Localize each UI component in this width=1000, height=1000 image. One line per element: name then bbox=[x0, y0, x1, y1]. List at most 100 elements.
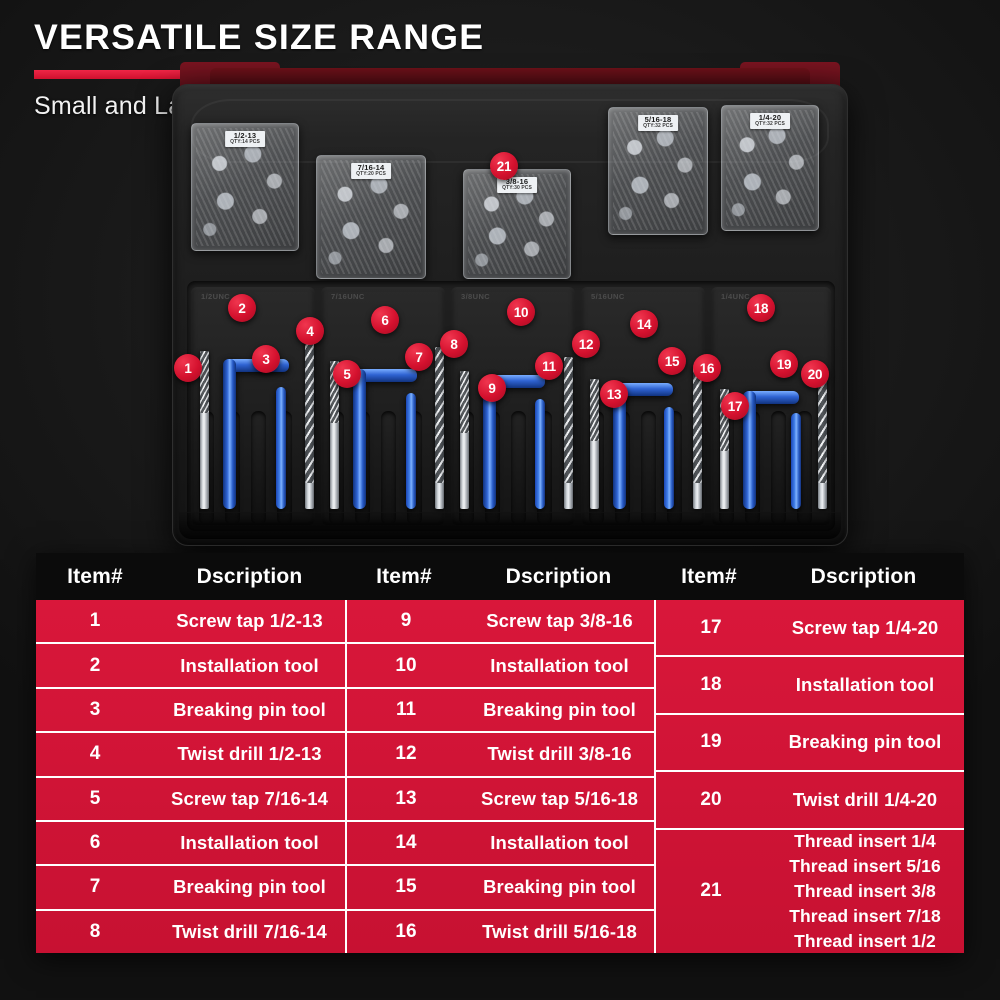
parts-list-table: Item# Dscription Item# Dscription Item# … bbox=[36, 553, 964, 953]
table-row: 7 Breaking pin tool bbox=[36, 866, 345, 911]
screw-tap-tool bbox=[590, 379, 599, 509]
table-row-merged: 21 Thread insert 1/4 Thread insert 5/16 … bbox=[656, 830, 964, 953]
table-cell-item: 1 bbox=[89, 610, 101, 632]
table-cell-item: 11 bbox=[395, 698, 417, 720]
callout-badge-13: 13 bbox=[600, 380, 628, 408]
twist-drill-tool bbox=[305, 337, 314, 509]
twist-drill-tool bbox=[818, 379, 827, 509]
installation-tool-stem bbox=[613, 383, 626, 509]
insert-box-size: 1/2-13 bbox=[233, 131, 257, 140]
callout-badge-20: 20 bbox=[801, 360, 829, 388]
table-cell-desc: Screw tap 1/4-20 bbox=[791, 616, 939, 638]
thread-inserts-icon bbox=[613, 112, 703, 230]
table-cell-desc: Breaking pin tool bbox=[173, 698, 326, 720]
table-cell-desc: Screw tap 3/8-16 bbox=[486, 610, 633, 632]
table-row: 10 Installation tool bbox=[347, 644, 654, 689]
insert-box-label: 1/4-20 QTY:32 PCS bbox=[750, 113, 790, 130]
table-cell-desc: Installation tool bbox=[490, 654, 629, 676]
table-cell-desc: Twist drill 1/2-13 bbox=[177, 743, 322, 765]
installation-tool-arm bbox=[357, 369, 417, 382]
tray-bay-label: 3/8UNC bbox=[461, 292, 491, 301]
table-cell-desc: Installation tool bbox=[180, 832, 319, 854]
table-body: 1 Screw tap 1/2-13 2 Installation tool 3… bbox=[36, 600, 964, 953]
table-cell-item: 20 bbox=[700, 788, 722, 810]
thread-insert-line: Thread insert 1/4 bbox=[794, 830, 936, 851]
insert-box-size: 7/16-14 bbox=[357, 163, 385, 172]
table-cell-desc: Breaking pin tool bbox=[483, 698, 636, 720]
tray-bay-label: 1/4UNC bbox=[721, 292, 751, 301]
table-column-c: 17 Screw tap 1/4-20 18 Installation tool… bbox=[654, 600, 964, 953]
callout-badge-8: 8 bbox=[440, 330, 468, 358]
table-cell-item: 5 bbox=[89, 787, 101, 809]
callout-badge-16: 16 bbox=[693, 354, 721, 382]
table-row: 8 Twist drill 7/16-14 bbox=[36, 911, 345, 953]
table-cell-item: 18 bbox=[700, 674, 722, 696]
thread-insert-line: Thread insert 3/8 bbox=[794, 880, 936, 901]
thread-inserts-icon bbox=[726, 110, 814, 226]
thread-insert-line: Thread insert 5/16 bbox=[789, 855, 941, 876]
screw-tap-tool bbox=[460, 371, 469, 509]
insert-box: 7/16-14 QTY:20 PCS bbox=[316, 155, 426, 279]
callout-badge-11: 11 bbox=[535, 352, 563, 380]
insert-box: 1/2-13 QTY:14 PCS bbox=[191, 123, 299, 251]
table-cell-desc: Twist drill 7/16-14 bbox=[172, 920, 327, 942]
table-cell-item: 16 bbox=[395, 920, 417, 942]
table-row: 14 Installation tool bbox=[347, 822, 654, 867]
insert-box-label: 7/16-14 QTY:20 PCS bbox=[351, 163, 391, 180]
table-header-item: Item# bbox=[681, 564, 737, 588]
insert-box-label: 3/8-16 QTY:30 PCS bbox=[497, 177, 537, 194]
table-cell-item: 15 bbox=[395, 876, 417, 898]
thread-insert-line: Thread insert 7/18 bbox=[789, 905, 941, 926]
tray-slot bbox=[641, 411, 656, 523]
installation-tool-arm bbox=[747, 391, 799, 404]
callout-badge-6: 6 bbox=[371, 306, 399, 334]
twist-drill-tool bbox=[435, 347, 444, 509]
table-row: 1 Screw tap 1/2-13 bbox=[36, 600, 345, 645]
insert-box: 1/4-20 QTY:32 PCS bbox=[721, 105, 819, 231]
installation-tool-hook bbox=[223, 359, 236, 385]
tray-bay-label: 5/16UNC bbox=[591, 292, 625, 301]
screw-tap-tool bbox=[200, 351, 209, 509]
table-row: 12 Twist drill 3/8-16 bbox=[347, 733, 654, 778]
table-cell-desc: Twist drill 5/16-18 bbox=[482, 920, 637, 942]
breaking-pin-tool bbox=[664, 407, 674, 509]
installation-tool-stem bbox=[483, 375, 496, 509]
installation-tool-stem bbox=[223, 359, 236, 509]
table-row: 13 Screw tap 5/16-18 bbox=[347, 778, 654, 822]
table-cell-item: 4 bbox=[89, 743, 101, 765]
table-header-item: Item# bbox=[67, 564, 123, 588]
table-row: 4 Twist drill 1/2-13 bbox=[36, 733, 345, 778]
tray-slot bbox=[251, 411, 266, 523]
table-cell-desc: Installation tool bbox=[490, 832, 629, 854]
table-cell-item: 12 bbox=[395, 743, 417, 765]
insert-box-qty: QTY:32 PCS bbox=[755, 120, 785, 127]
table-cell-item: 19 bbox=[700, 731, 722, 753]
table-cell-desc: Twist drill 3/8-16 bbox=[487, 743, 632, 765]
table-cell-desc: Installation tool bbox=[180, 654, 319, 676]
table-cell-item: 6 bbox=[89, 832, 101, 854]
insert-box: 5/16-18 QTY:32 PCS bbox=[608, 107, 708, 235]
table-row: 17 Screw tap 1/4-20 bbox=[656, 600, 964, 658]
table-cell-desc: Installation tool bbox=[795, 674, 935, 696]
breaking-pin-tool bbox=[535, 399, 545, 509]
table-cell-item: 13 bbox=[395, 787, 417, 809]
callout-badge-3: 3 bbox=[252, 345, 280, 373]
breaking-pin-tool bbox=[276, 387, 286, 509]
table-row: 3 Breaking pin tool bbox=[36, 689, 345, 734]
insert-box-row: 1/2-13 QTY:14 PCS 7/16-14 QTY:20 PCS 3/8… bbox=[173, 85, 847, 285]
product-photo: 1/2-13 QTY:14 PCS 7/16-14 QTY:20 PCS 3/8… bbox=[150, 62, 870, 552]
table-row: 18 Installation tool bbox=[656, 657, 964, 715]
table-header-description: Dscription bbox=[505, 564, 612, 588]
callout-badge-4: 4 bbox=[296, 317, 324, 345]
insert-box-size: 3/8-16 bbox=[505, 177, 529, 186]
table-row: 20 Twist drill 1/4-20 bbox=[656, 772, 964, 830]
callout-badge-12: 12 bbox=[572, 330, 600, 358]
table-cell-desc: Screw tap 5/16-18 bbox=[481, 787, 638, 809]
tray-slot bbox=[771, 411, 786, 523]
breaking-pin-tool bbox=[791, 413, 801, 509]
table-row: 6 Installation tool bbox=[36, 822, 345, 867]
table-cell-item: 10 bbox=[395, 654, 417, 676]
table-cell-item: 7 bbox=[89, 876, 101, 898]
callout-badge-17: 17 bbox=[721, 392, 749, 420]
